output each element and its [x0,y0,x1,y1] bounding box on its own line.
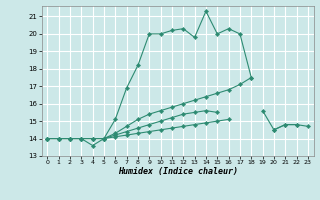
X-axis label: Humidex (Indice chaleur): Humidex (Indice chaleur) [118,167,237,176]
